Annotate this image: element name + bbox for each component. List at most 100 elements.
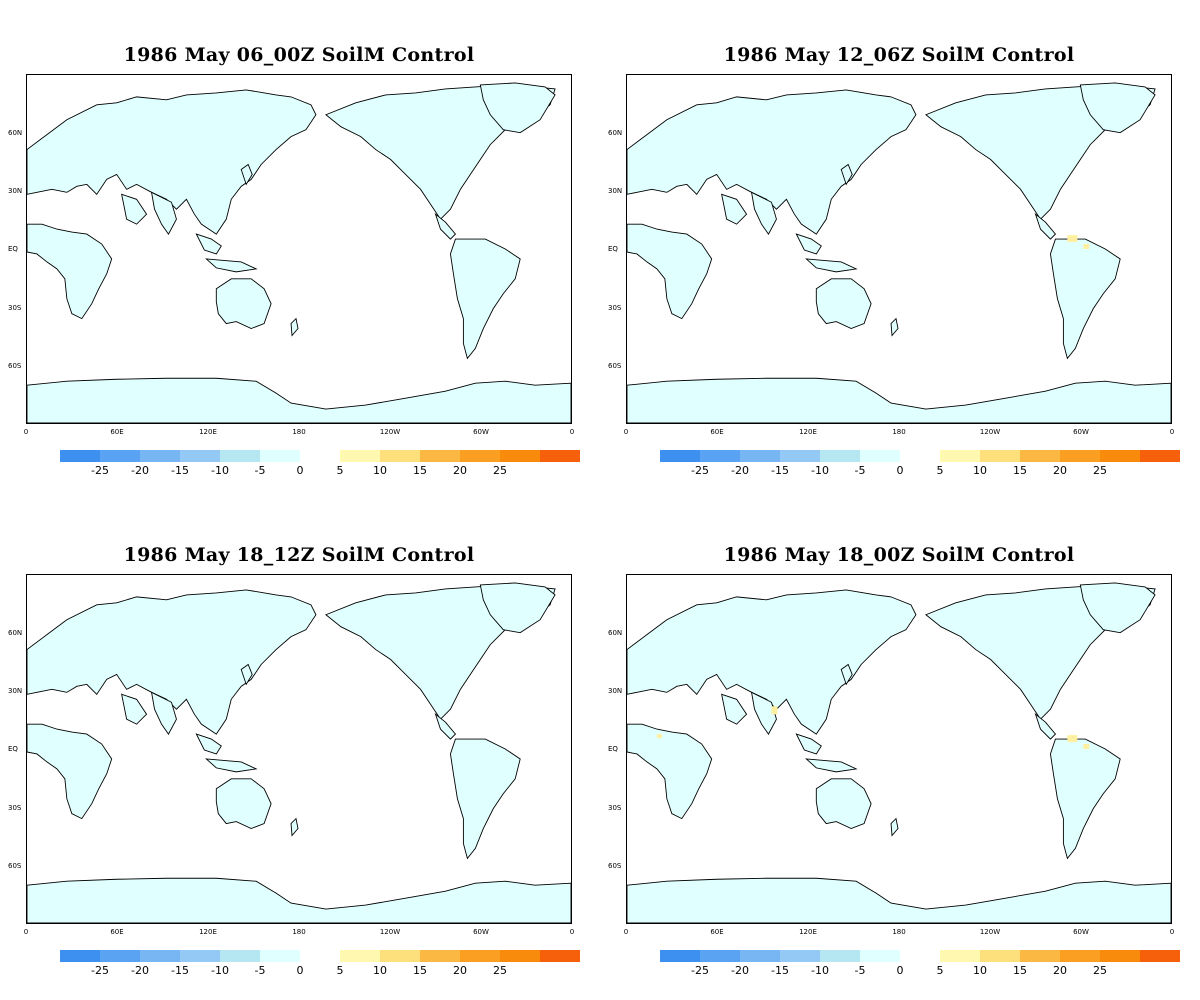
colorbar-positive: [340, 450, 580, 462]
map-panel: 1986 May 18_12Z SoilM Control 60N 30N EQ 30S…: [0, 500, 600, 1000]
longitude-tick-label: 60W: [1073, 428, 1089, 436]
colorbar-label: 20: [1053, 464, 1067, 477]
colorbar-swatch: [60, 950, 100, 962]
colorbar-label: -25: [691, 464, 709, 477]
colorbar-label: 20: [453, 464, 467, 477]
latitude-tick-label: 60S: [608, 362, 622, 370]
latitude-tick-label: 60S: [8, 362, 22, 370]
colorbar-label: 15: [1013, 964, 1027, 977]
colorbar-swatch: [340, 450, 380, 462]
longitude-tick-label: 180: [892, 428, 906, 436]
colorbar-swatch: [420, 950, 460, 962]
colorbar-swatch: [260, 950, 300, 962]
colorbar-swatch: [820, 950, 860, 962]
map-frame: [26, 574, 572, 924]
colorbar-swatch: [260, 450, 300, 462]
landmass: [27, 82, 571, 423]
colorbar-label: -5: [254, 964, 266, 977]
longitude-tick-label: 120E: [799, 428, 817, 436]
map-frame: [626, 574, 1172, 924]
colorbar-label: 0: [296, 964, 304, 977]
longitude-tick-label: 0: [569, 928, 575, 936]
world-map: [627, 582, 1171, 923]
colorbar-label: -5: [254, 464, 266, 477]
colorbar-label: 10: [373, 464, 387, 477]
colorbar-label: -5: [854, 464, 866, 477]
longitude-tick-label: 60W: [1073, 928, 1089, 936]
positive-anomaly-patch: [1083, 744, 1090, 749]
colorbar-label: 0: [896, 464, 904, 477]
latitude-tick-label: EQ: [8, 245, 18, 253]
panel-title: 1986 May 18_00Z SoilM Control: [723, 544, 1075, 566]
colorbar-swatch: [100, 450, 140, 462]
colorbar-swatch: [1100, 950, 1140, 962]
latitude-tick-label: EQ: [608, 245, 618, 253]
longitude-tick-label: 60E: [710, 928, 724, 936]
positive-anomaly-patch: [771, 706, 778, 715]
colorbar-label: -25: [691, 964, 709, 977]
colorbar-swatch: [380, 450, 420, 462]
latitude-tick-label: 30S: [608, 304, 622, 312]
colorbar-swatch: [860, 950, 900, 962]
colorbar-label: 10: [973, 964, 987, 977]
colorbar-negative: [660, 450, 900, 462]
colorbar-swatch: [780, 950, 820, 962]
colorbar-label: -10: [811, 964, 829, 977]
map-frame: [26, 74, 572, 424]
map-frame: [626, 74, 1172, 424]
colorbar-label: 5: [336, 464, 344, 477]
colorbar-label: -5: [854, 964, 866, 977]
world-map: [27, 82, 571, 423]
colorbar-swatch: [660, 950, 700, 962]
longitude-tick-label: 0: [1169, 928, 1175, 936]
colorbar-swatch: [140, 450, 180, 462]
colorbar-label: -10: [211, 964, 229, 977]
positive-anomaly-patch: [1067, 735, 1078, 743]
longitude-tick-label: 0: [623, 928, 629, 936]
colorbar-label: -20: [731, 964, 749, 977]
colorbar-swatch: [540, 450, 580, 462]
colorbar-label: 5: [336, 964, 344, 977]
colorbar-swatch: [860, 450, 900, 462]
longitude-tick-label: 120W: [979, 428, 1001, 436]
colorbar-label: 25: [493, 464, 507, 477]
world-map: [27, 582, 571, 923]
colorbar-swatch: [1020, 450, 1060, 462]
colorbar-label: -25: [91, 964, 109, 977]
colorbar-label: 10: [973, 464, 987, 477]
colorbar-label: 25: [1093, 964, 1107, 977]
latitude-tick-label: 30N: [608, 187, 623, 195]
longitude-tick-label: 0: [23, 428, 29, 436]
map-panel: 1986 May 18_00Z SoilM Control 60N 30N EQ 30S…: [600, 500, 1200, 1000]
longitude-tick-label: 120W: [379, 428, 401, 436]
colorbar-negative: [60, 950, 300, 962]
panel-title: 1986 May 18_12Z SoilM Control: [123, 544, 475, 566]
latitude-tick-label: 60N: [8, 129, 23, 137]
colorbar-swatch: [780, 450, 820, 462]
longitude-tick-label: 180: [892, 928, 906, 936]
longitude-tick-label: 120W: [979, 928, 1001, 936]
colorbar-swatch: [140, 950, 180, 962]
colorbar-positive: [340, 950, 580, 962]
colorbar-label: 0: [296, 464, 304, 477]
colorbar-swatch: [540, 950, 580, 962]
positive-anomaly-patch: [656, 734, 662, 739]
colorbar-swatch: [180, 450, 220, 462]
colorbar-label: 20: [453, 964, 467, 977]
colorbar-label: -15: [171, 464, 189, 477]
map-panel: 1986 May 12_06Z SoilM Control 60N 30N EQ 30S…: [600, 0, 1200, 500]
colorbar-swatch: [420, 450, 460, 462]
colorbar-label: 15: [413, 464, 427, 477]
colorbar-label: -20: [731, 464, 749, 477]
longitude-tick-label: 60E: [110, 928, 124, 936]
colorbar-swatch: [1020, 950, 1060, 962]
colorbar-swatch: [940, 450, 980, 462]
colorbar-swatch: [740, 450, 780, 462]
world-map: [627, 82, 1171, 423]
colorbar-negative: [660, 950, 900, 962]
colorbar-swatch: [340, 950, 380, 962]
colorbar-swatch: [460, 950, 500, 962]
longitude-tick-label: 120E: [199, 428, 217, 436]
colorbar-swatch: [500, 450, 540, 462]
latitude-tick-label: EQ: [8, 745, 18, 753]
